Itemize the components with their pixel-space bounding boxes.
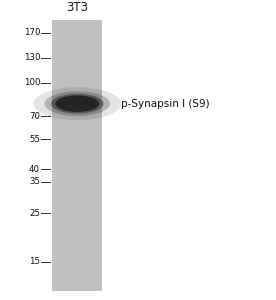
Text: 40: 40 bbox=[29, 165, 40, 174]
Bar bbox=[52, 20, 102, 291]
Text: 170: 170 bbox=[23, 28, 40, 37]
Text: 35: 35 bbox=[29, 177, 40, 186]
Ellipse shape bbox=[51, 94, 104, 114]
Text: 3T3: 3T3 bbox=[66, 1, 88, 13]
Text: 25: 25 bbox=[29, 209, 40, 218]
Text: 70: 70 bbox=[29, 112, 40, 121]
Text: 55: 55 bbox=[29, 135, 40, 144]
Ellipse shape bbox=[55, 95, 99, 112]
Text: p-Synapsin I (S9): p-Synapsin I (S9) bbox=[121, 99, 210, 109]
Ellipse shape bbox=[34, 87, 121, 120]
Text: 15: 15 bbox=[29, 257, 40, 266]
Text: 100: 100 bbox=[23, 78, 40, 87]
Text: 130: 130 bbox=[23, 53, 40, 62]
Ellipse shape bbox=[44, 91, 110, 116]
